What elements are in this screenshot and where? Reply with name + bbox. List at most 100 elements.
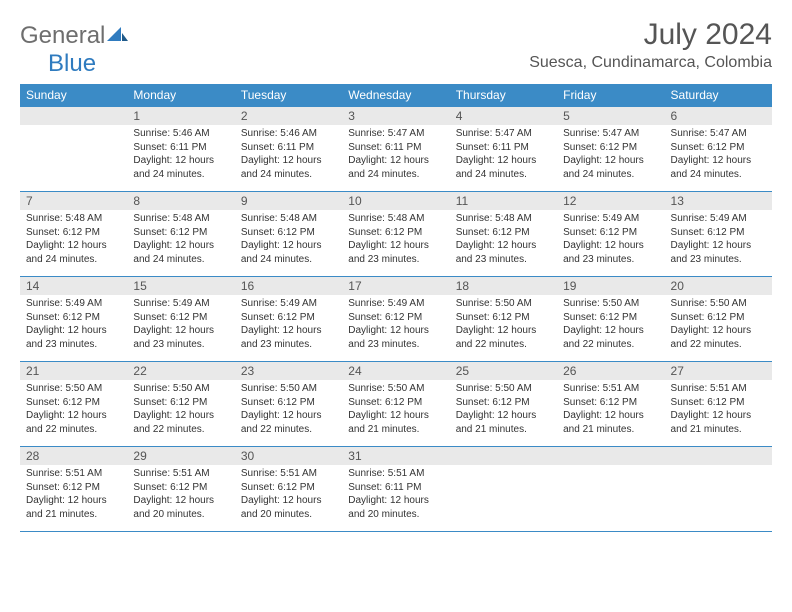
day-details: Sunrise: 5:46 AMSunset: 6:11 PMDaylight:… (235, 125, 342, 191)
sunrise-text: Sunrise: 5:50 AM (133, 382, 228, 396)
day-details: Sunrise: 5:48 AMSunset: 6:12 PMDaylight:… (450, 210, 557, 276)
day-details: Sunrise: 5:51 AMSunset: 6:12 PMDaylight:… (235, 465, 342, 531)
day-number: 26 (557, 362, 664, 380)
sunrise-text: Sunrise: 5:49 AM (241, 297, 336, 311)
day-number: 17 (342, 277, 449, 295)
daylight-text: Daylight: 12 hours and 24 minutes. (133, 239, 228, 266)
sunset-text: Sunset: 6:12 PM (133, 396, 228, 410)
sunrise-text: Sunrise: 5:51 AM (671, 382, 766, 396)
day-number: 24 (342, 362, 449, 380)
calendar-cell: 28Sunrise: 5:51 AMSunset: 6:12 PMDayligh… (20, 447, 127, 532)
daylight-text: Daylight: 12 hours and 22 minutes. (671, 324, 766, 351)
sunrise-text: Sunrise: 5:48 AM (241, 212, 336, 226)
sunrise-text: Sunrise: 5:49 AM (133, 297, 228, 311)
sunrise-text: Sunrise: 5:48 AM (26, 212, 121, 226)
calendar-cell: 5Sunrise: 5:47 AMSunset: 6:12 PMDaylight… (557, 107, 664, 192)
daylight-text: Daylight: 12 hours and 24 minutes. (133, 154, 228, 181)
calendar-cell: 15Sunrise: 5:49 AMSunset: 6:12 PMDayligh… (127, 277, 234, 362)
calendar-cell: 8Sunrise: 5:48 AMSunset: 6:12 PMDaylight… (127, 192, 234, 277)
day-details: Sunrise: 5:49 AMSunset: 6:12 PMDaylight:… (127, 295, 234, 361)
day-number: 22 (127, 362, 234, 380)
sunset-text: Sunset: 6:12 PM (563, 396, 658, 410)
daylight-text: Daylight: 12 hours and 21 minutes. (671, 409, 766, 436)
sunrise-text: Sunrise: 5:49 AM (348, 297, 443, 311)
calendar-cell: 26Sunrise: 5:51 AMSunset: 6:12 PMDayligh… (557, 362, 664, 447)
daylight-text: Daylight: 12 hours and 24 minutes. (348, 154, 443, 181)
daylight-text: Daylight: 12 hours and 24 minutes. (241, 154, 336, 181)
day-number: 29 (127, 447, 234, 465)
daylight-text: Daylight: 12 hours and 21 minutes. (26, 494, 121, 521)
calendar-cell: 23Sunrise: 5:50 AMSunset: 6:12 PMDayligh… (235, 362, 342, 447)
day-details: Sunrise: 5:49 AMSunset: 6:12 PMDaylight:… (557, 210, 664, 276)
day-details: Sunrise: 5:48 AMSunset: 6:12 PMDaylight:… (20, 210, 127, 276)
calendar-cell: 17Sunrise: 5:49 AMSunset: 6:12 PMDayligh… (342, 277, 449, 362)
sunset-text: Sunset: 6:11 PM (241, 141, 336, 155)
sunrise-text: Sunrise: 5:46 AM (241, 127, 336, 141)
calendar-table: Sunday Monday Tuesday Wednesday Thursday… (20, 84, 772, 532)
logo-sail-icon (107, 25, 129, 48)
calendar-week-row: 28Sunrise: 5:51 AMSunset: 6:12 PMDayligh… (20, 447, 772, 532)
calendar-cell: 3Sunrise: 5:47 AMSunset: 6:11 PMDaylight… (342, 107, 449, 192)
sunset-text: Sunset: 6:12 PM (241, 311, 336, 325)
daylight-text: Daylight: 12 hours and 23 minutes. (671, 239, 766, 266)
calendar-cell: 29Sunrise: 5:51 AMSunset: 6:12 PMDayligh… (127, 447, 234, 532)
logo-word-1: General (20, 22, 105, 49)
daylight-text: Daylight: 12 hours and 22 minutes. (26, 409, 121, 436)
sunset-text: Sunset: 6:12 PM (133, 226, 228, 240)
day-details: Sunrise: 5:49 AMSunset: 6:12 PMDaylight:… (20, 295, 127, 361)
day-number: 2 (235, 107, 342, 125)
calendar-cell: 24Sunrise: 5:50 AMSunset: 6:12 PMDayligh… (342, 362, 449, 447)
calendar-week-row: 14Sunrise: 5:49 AMSunset: 6:12 PMDayligh… (20, 277, 772, 362)
sunset-text: Sunset: 6:12 PM (133, 311, 228, 325)
day-number: 15 (127, 277, 234, 295)
sunset-text: Sunset: 6:12 PM (456, 396, 551, 410)
day-details: Sunrise: 5:51 AMSunset: 6:12 PMDaylight:… (557, 380, 664, 446)
sunrise-text: Sunrise: 5:46 AM (133, 127, 228, 141)
weekday-header: Monday (127, 84, 234, 107)
calendar-week-row: 7Sunrise: 5:48 AMSunset: 6:12 PMDaylight… (20, 192, 772, 277)
day-number: 27 (665, 362, 772, 380)
sunset-text: Sunset: 6:12 PM (456, 226, 551, 240)
sunrise-text: Sunrise: 5:47 AM (348, 127, 443, 141)
calendar-cell: 21Sunrise: 5:50 AMSunset: 6:12 PMDayligh… (20, 362, 127, 447)
day-details: Sunrise: 5:50 AMSunset: 6:12 PMDaylight:… (665, 295, 772, 361)
calendar-cell: 9Sunrise: 5:48 AMSunset: 6:12 PMDaylight… (235, 192, 342, 277)
daylight-text: Daylight: 12 hours and 21 minutes. (348, 409, 443, 436)
sunset-text: Sunset: 6:12 PM (26, 481, 121, 495)
sunrise-text: Sunrise: 5:50 AM (456, 297, 551, 311)
daylight-text: Daylight: 12 hours and 24 minutes. (26, 239, 121, 266)
day-details: Sunrise: 5:49 AMSunset: 6:12 PMDaylight:… (342, 295, 449, 361)
daylight-text: Daylight: 12 hours and 23 minutes. (348, 324, 443, 351)
sunrise-text: Sunrise: 5:50 AM (241, 382, 336, 396)
sunset-text: Sunset: 6:12 PM (671, 311, 766, 325)
weekday-header: Thursday (450, 84, 557, 107)
sunrise-text: Sunrise: 5:50 AM (348, 382, 443, 396)
daylight-text: Daylight: 12 hours and 23 minutes. (26, 324, 121, 351)
daylight-text: Daylight: 12 hours and 23 minutes. (456, 239, 551, 266)
header: General Blue July 2024 Suesca, Cundinama… (20, 18, 772, 78)
day-number: 12 (557, 192, 664, 210)
day-details: Sunrise: 5:50 AMSunset: 6:12 PMDaylight:… (450, 380, 557, 446)
day-number: 7 (20, 192, 127, 210)
day-details: Sunrise: 5:51 AMSunset: 6:11 PMDaylight:… (342, 465, 449, 531)
day-details: Sunrise: 5:50 AMSunset: 6:12 PMDaylight:… (235, 380, 342, 446)
sunrise-text: Sunrise: 5:48 AM (133, 212, 228, 226)
calendar-cell (557, 447, 664, 532)
day-number: 30 (235, 447, 342, 465)
sunset-text: Sunset: 6:12 PM (26, 311, 121, 325)
daylight-text: Daylight: 12 hours and 23 minutes. (241, 324, 336, 351)
sunrise-text: Sunrise: 5:51 AM (348, 467, 443, 481)
sunset-text: Sunset: 6:12 PM (671, 226, 766, 240)
sunrise-text: Sunrise: 5:48 AM (456, 212, 551, 226)
sunrise-text: Sunrise: 5:47 AM (563, 127, 658, 141)
daylight-text: Daylight: 12 hours and 22 minutes. (563, 324, 658, 351)
day-details: Sunrise: 5:50 AMSunset: 6:12 PMDaylight:… (342, 380, 449, 446)
day-details: Sunrise: 5:48 AMSunset: 6:12 PMDaylight:… (235, 210, 342, 276)
calendar-cell: 31Sunrise: 5:51 AMSunset: 6:11 PMDayligh… (342, 447, 449, 532)
weekday-header: Saturday (665, 84, 772, 107)
daylight-text: Daylight: 12 hours and 20 minutes. (348, 494, 443, 521)
sunrise-text: Sunrise: 5:51 AM (133, 467, 228, 481)
daylight-text: Daylight: 12 hours and 22 minutes. (241, 409, 336, 436)
calendar-cell: 7Sunrise: 5:48 AMSunset: 6:12 PMDaylight… (20, 192, 127, 277)
sunset-text: Sunset: 6:12 PM (671, 141, 766, 155)
